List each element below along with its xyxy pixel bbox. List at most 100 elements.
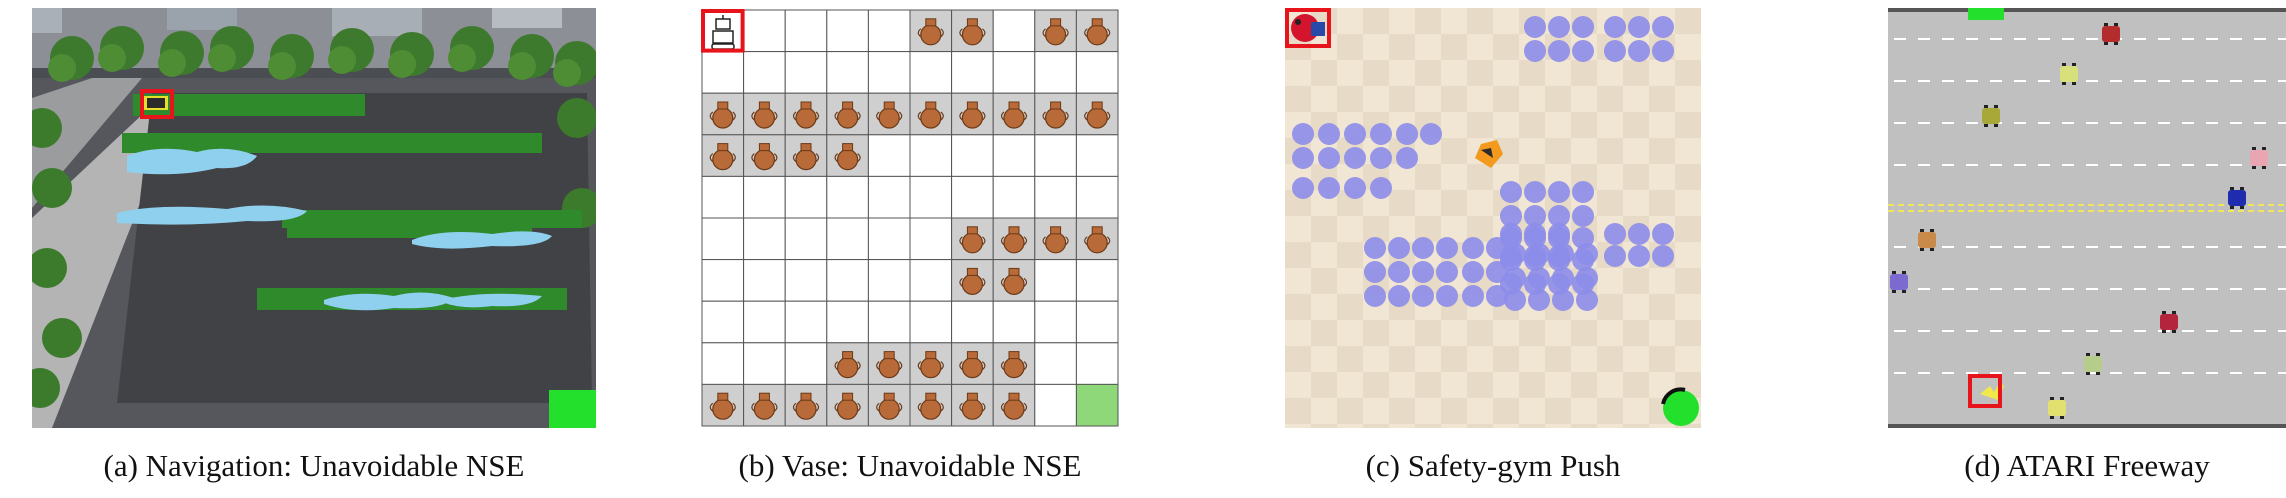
hazard-icon [1572,205,1594,227]
grid-cell [867,300,911,344]
hazard-icon [1572,227,1594,249]
grid-cell [867,51,911,94]
vase-icon [1084,18,1111,46]
hazard-icon [1412,285,1434,307]
grid-cell [784,51,828,94]
vase-icon [917,351,944,379]
grid-cell [1034,134,1077,177]
caption-navigation: (a) Navigation: Unavoidable NSE [103,448,525,483]
navigation-scene [32,8,596,428]
tree-icon [32,368,60,408]
agent-highlight-box [140,89,174,119]
grid-cell [701,342,745,385]
vase-icon [1000,351,1028,379]
car-icon [2228,187,2246,209]
hazard-icon [1412,261,1434,283]
vase-icon [792,392,820,420]
tree-icon [32,248,67,288]
hazard-icon [1370,177,1392,199]
hazard-icon [1388,237,1410,259]
hazard-icon [1396,147,1418,169]
grid-cell [701,51,745,94]
grid-cell [951,175,994,219]
hazard-icon [1436,237,1458,259]
hazard-icon [1572,249,1594,271]
hazard-icon [1652,245,1674,267]
push-scene [1285,8,1701,428]
tree-row [32,26,596,408]
grass-strip [122,133,542,153]
grid-cell [909,175,953,219]
vase-icon [959,226,986,254]
tree-icon [448,26,494,72]
hazard-icon [1572,16,1594,38]
grid-cell [784,259,828,302]
vase-icon [1000,101,1028,129]
grid-cell [784,342,828,385]
grid-cell [951,300,994,344]
hazard-icon [1486,285,1508,307]
tree-icon [508,34,554,80]
grid-cell [951,51,994,94]
car-icon [1982,105,2000,127]
hazard-icon [1318,177,1340,199]
vase-panel [700,8,1120,428]
vase-icon [834,143,861,171]
grid-cell [1075,259,1119,302]
vase-icon [834,101,861,129]
grid-cell [784,300,828,344]
hazard-icon [1628,16,1650,38]
grid-cell [1034,383,1077,427]
hazard-icon [1652,16,1674,38]
grid-cell [826,217,869,261]
hazard-icon [1420,123,1442,145]
grid-cell [1034,51,1077,94]
grass-strip [287,213,532,238]
hazard-icon [1292,123,1314,145]
grid-cell [743,217,786,261]
grid-cell [867,175,911,219]
grid-cell [992,300,1036,344]
caption-vase: (b) Vase: Unavoidable NSE [738,448,1082,483]
hazard-icon [1604,16,1626,38]
hazard-icon [1628,40,1650,62]
vase-icon [792,101,820,129]
vase-icon [1084,101,1111,129]
vase-icon [1084,226,1111,254]
hazard-icon [1548,181,1570,203]
grid-cell [909,300,953,344]
vase-icon [792,143,820,171]
car-icon [2084,353,2102,375]
vase-icon [959,18,986,46]
goal-tile-icon [549,390,596,428]
hazard-icon [1524,249,1546,271]
grid-cell [743,175,786,219]
puddle-icon [117,205,307,225]
vase-icon [959,392,986,420]
car-icon [2048,397,2066,419]
push-robot-icon [1291,14,1325,42]
agent-highlight-box [1968,374,2002,408]
hazard-icon [1524,40,1546,62]
hazard-icon [1318,123,1340,145]
tree-icon [388,32,434,78]
vase-icon [834,351,861,379]
hazard-icon [1524,273,1546,295]
caption-push: (c) Safety-gym Push [1365,448,1621,483]
hazard-icon [1548,16,1570,38]
vase-icon [1000,226,1028,254]
hazard-icon [1604,223,1626,245]
hazard-icon [1604,245,1626,267]
vase-icon [959,267,986,295]
tree-icon [158,31,204,77]
hazard-icon [1292,177,1314,199]
car-icon [1890,271,1908,293]
car-icon [2060,63,2078,85]
grass-strip [133,94,365,116]
vase-icon [917,392,944,420]
tree-icon [32,168,72,208]
vase-icon [959,101,986,129]
hazard-icon [1572,273,1594,295]
grid-cell [909,134,953,177]
tree-icon [268,34,314,80]
